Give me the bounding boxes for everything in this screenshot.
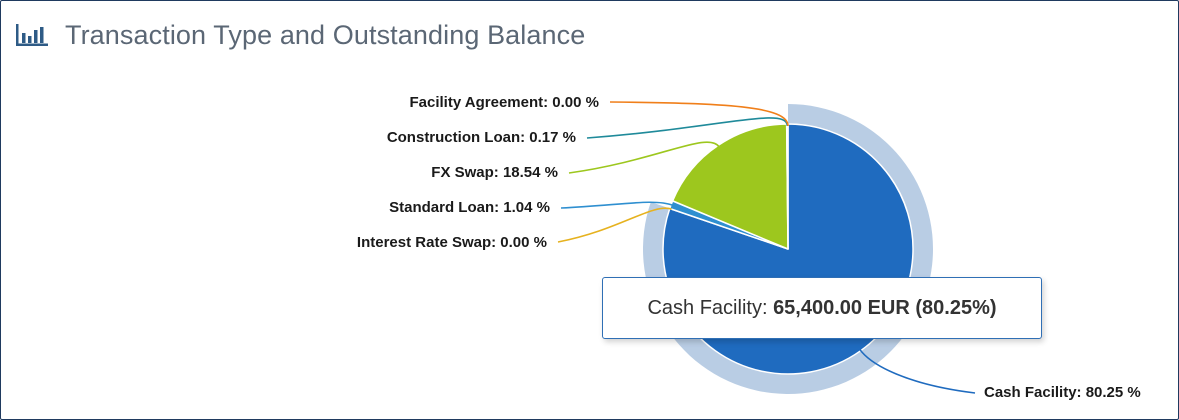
data-label-fx-swap: FX Swap: 18.54 % [431,164,558,181]
data-label-facility-agreement: Facility Agreement: 0.00 % [409,94,599,111]
data-label-cash-facility: Cash Facility: 80.25 % [984,384,1141,401]
tooltip-label: Cash Facility: [647,296,768,319]
panel-header: Transaction Type and Outstanding Balance [15,15,585,55]
connector-standard-loan [560,201,674,209]
page-title: Transaction Type and Outstanding Balance [65,19,586,50]
hover-tooltip: Cash Facility: 65,400.00 EUR (80.25%) [602,277,1042,339]
connector-fx-swap [568,141,720,174]
bar-chart-icon [16,24,48,46]
connector-cash-facility [858,348,976,394]
connector-interest-rate-swap [557,207,672,243]
data-label-construction-loan: Construction Loan: 0.17 % [387,129,576,146]
data-label-standard-loan: Standard Loan: 1.04 % [389,199,550,216]
tooltip-value: 65,400.00 EUR (80.25%) [773,296,997,319]
connector-facility-agreement [609,101,789,127]
connector-construction-loan [586,117,789,139]
data-label-interest-rate-swap: Interest Rate Swap: 0.00 % [357,234,547,251]
